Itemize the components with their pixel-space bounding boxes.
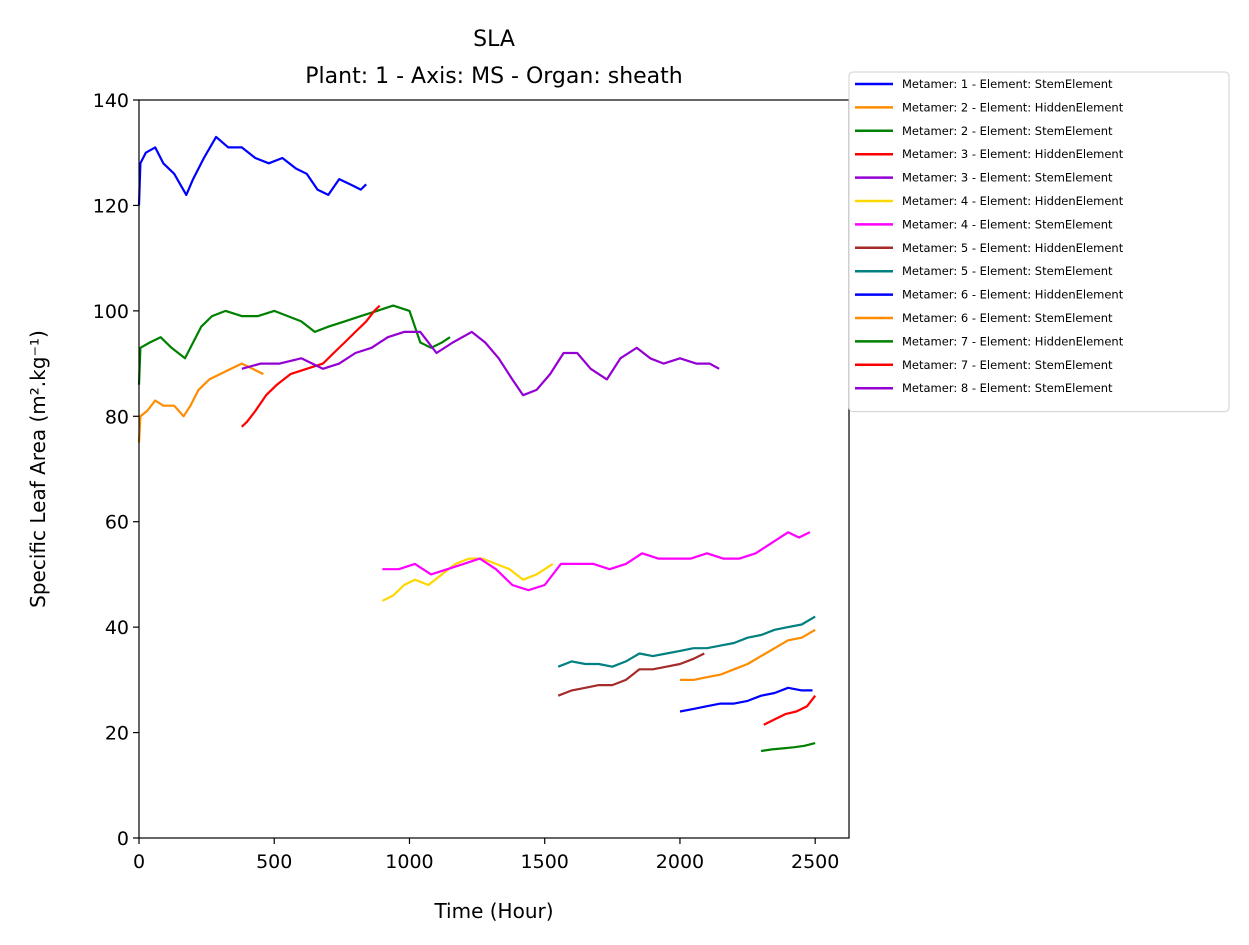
legend: Metamer: 1 - Element: StemElement Metamer…	[848, 71, 1230, 413]
x-axis: 0 500 1000 1500 2000 2500	[133, 838, 839, 873]
legend-entry: Metamer: 4 - Element: StemElement	[902, 217, 1113, 231]
legend-entry: Metamer: 5 - Element: StemElement	[902, 264, 1113, 278]
legend-entry: Metamer: 3 - Element: StemElement	[902, 171, 1113, 185]
legend-entry: Metamer: 7 - Element: StemElement	[902, 358, 1113, 372]
series-line-8	[557, 652, 705, 697]
y-tick-label: 120	[93, 195, 129, 217]
series-line-4	[241, 304, 381, 428]
series-line-9	[557, 615, 816, 668]
x-tick-label: 1000	[385, 851, 433, 873]
y-tick-label: 40	[105, 617, 129, 639]
y-axis: 0 20 40 60 80 100 120 140	[93, 90, 139, 850]
plot-lines	[137, 135, 817, 753]
legend-entry: Metamer: 3 - Element: HiddenElement	[902, 147, 1124, 161]
x-axis-label: Time (Hour)	[433, 899, 553, 923]
series-line-2	[137, 362, 264, 443]
y-tick-label: 20	[105, 723, 129, 745]
series-line-13	[763, 695, 817, 726]
series-line-3	[137, 304, 451, 385]
x-tick-label: 1500	[521, 851, 569, 873]
series-line-12	[760, 742, 816, 753]
x-tick-label: 2500	[791, 851, 839, 873]
series-line-11	[680, 628, 816, 681]
plot-frame	[138, 99, 850, 839]
legend-entry: Metamer: 2 - Element: StemElement	[902, 124, 1113, 138]
series-line-10	[679, 686, 813, 713]
x-tick-label: 500	[256, 851, 292, 873]
legend-entry: Metamer: 6 - Element: StemElement	[902, 311, 1113, 325]
series-line-1	[137, 135, 367, 206]
y-tick-label: 60	[105, 512, 129, 534]
legend-entry: Metamer: 5 - Element: HiddenElement	[902, 241, 1124, 255]
legend-entry: Metamer: 7 - Element: HiddenElement	[902, 334, 1124, 348]
legend-entry: Metamer: 4 - Element: HiddenElement	[902, 194, 1124, 208]
series-line-6	[381, 557, 554, 602]
y-tick-label: 100	[93, 301, 129, 323]
series-line-5	[241, 330, 720, 397]
x-tick-label: 2000	[656, 851, 704, 873]
y-tick-label: 0	[117, 828, 129, 850]
legend-entry: Metamer: 1 - Element: StemElement	[902, 77, 1113, 91]
x-tick-label: 0	[133, 851, 145, 873]
legend-entry: Metamer: 2 - Element: HiddenElement	[902, 100, 1124, 114]
legend-entry: Metamer: 6 - Element: HiddenElement	[902, 288, 1124, 302]
y-axis-label: Specific Leaf Area (m².kg⁻¹)	[26, 330, 50, 608]
series-line-7	[382, 531, 811, 592]
y-tick-label: 140	[93, 90, 129, 112]
chart-subtitle: Plant: 1 - Axis: MS - Organ: sheath	[305, 64, 682, 89]
legend-entry: Metamer: 8 - Element: StemElement	[902, 381, 1113, 395]
y-tick-label: 80	[105, 406, 129, 428]
chart-title: SLA	[473, 27, 515, 52]
legend-frame	[848, 71, 1230, 413]
